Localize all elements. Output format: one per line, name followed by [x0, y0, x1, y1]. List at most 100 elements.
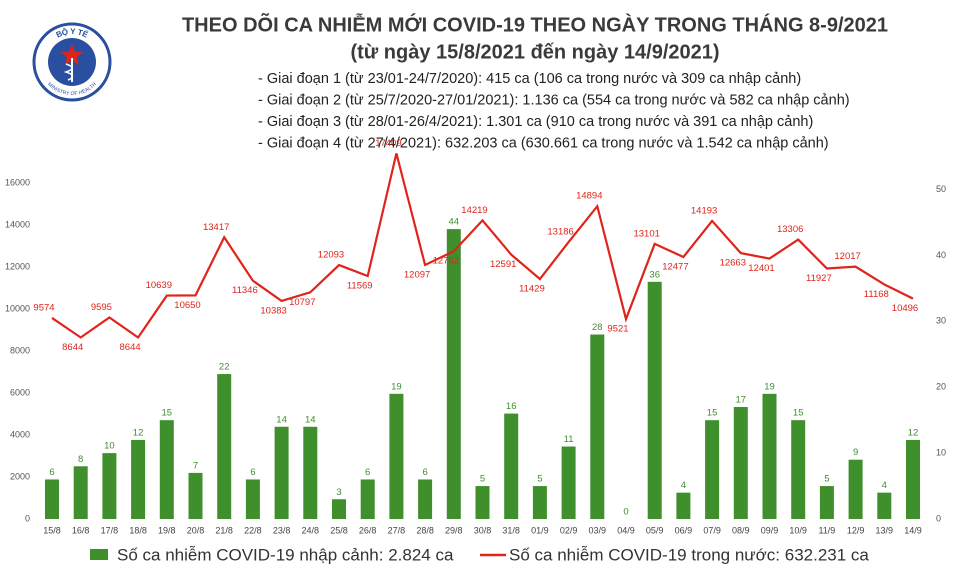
bar-label: 15	[707, 408, 718, 419]
bar-label: 9	[853, 447, 858, 458]
line-label: 9574	[33, 302, 54, 313]
line-label: 14193	[691, 205, 717, 216]
bar-label: 12	[908, 427, 919, 438]
x-tick-label: 01/9	[531, 525, 549, 535]
legend-swatch	[90, 549, 108, 560]
bar	[819, 486, 834, 519]
legend-label: Số ca nhiễm COVID-19 trong nước: 632.231…	[509, 545, 869, 564]
x-tick-label: 21/8	[215, 525, 233, 535]
line-label: 8644	[62, 342, 83, 353]
x-tick-label: 25/8	[330, 525, 348, 535]
bar	[906, 439, 920, 519]
bar	[73, 466, 88, 519]
bar	[188, 472, 203, 519]
bar-label: 14	[305, 414, 316, 425]
y2-tick-label: 10	[936, 447, 946, 457]
y-tick-label: 10000	[5, 303, 30, 313]
chart-subtitle: (từ ngày 15/8/2021 đến ngày 14/9/2021)	[350, 41, 719, 63]
x-tick-label: 07/9	[703, 525, 721, 535]
x-tick-label: 26/8	[359, 525, 377, 535]
line-label: 10650	[174, 300, 200, 311]
x-tick-label: 31/8	[502, 525, 520, 535]
line-label: 9521	[607, 324, 628, 335]
x-tick-label: 03/9	[589, 525, 607, 535]
line-label: 12591	[490, 259, 516, 270]
bar-label: 36	[649, 269, 660, 280]
x-tick-label: 02/9	[560, 525, 578, 535]
x-tick-label: 15/8	[43, 525, 61, 535]
y2-tick-label: 20	[936, 382, 946, 392]
x-tick-label: 09/9	[761, 525, 779, 535]
bar	[418, 479, 433, 519]
bar	[446, 229, 461, 519]
bar-label: 3	[336, 487, 341, 498]
bar-label: 4	[681, 480, 686, 491]
bar-label: 0	[623, 507, 628, 518]
bar-label: 28	[592, 322, 603, 333]
bar	[217, 374, 232, 519]
chart-title: THEO DÕI CA NHIỄM MỚI COVID-19 THEO NGÀY…	[182, 12, 888, 36]
bar	[647, 281, 662, 519]
bar-label: 10	[104, 441, 115, 452]
bar-label: 6	[365, 467, 370, 478]
bar-label: 8	[78, 454, 83, 465]
bar	[705, 420, 720, 519]
x-tick-label: 12/9	[847, 525, 865, 535]
bar	[676, 492, 691, 519]
bar	[504, 413, 519, 519]
x-tick-label: 30/8	[474, 525, 492, 535]
line-label: 13306	[777, 224, 803, 235]
bar-label: 4	[882, 480, 887, 491]
line-label: 12477	[662, 261, 688, 272]
bar-label: 14	[276, 414, 287, 425]
bar	[791, 420, 806, 519]
line-label: 8644	[120, 342, 141, 353]
line-label: 17409	[375, 138, 401, 149]
bar-label: 11	[564, 434, 574, 445]
logo: BỘ Y TẾ MINISTRY OF HEALTH	[32, 22, 112, 102]
y-tick-label: 14000	[5, 219, 30, 229]
x-tick-label: 17/8	[101, 525, 119, 535]
line-label: 12663	[720, 258, 746, 269]
bar-label: 7	[193, 460, 198, 471]
y-tick-label: 16000	[5, 177, 30, 187]
bar-label: 5	[480, 474, 485, 485]
x-tick-label: 27/8	[388, 525, 406, 535]
bar-label: 6	[250, 467, 255, 478]
x-tick-label: 18/8	[129, 525, 147, 535]
bar	[561, 446, 576, 519]
line-label: 13101	[633, 228, 659, 239]
bar-label: 6	[49, 467, 54, 478]
line-label: 13186	[547, 227, 573, 238]
x-tick-label: 11/9	[818, 525, 835, 535]
line-label: 12093	[318, 250, 344, 261]
x-tick-label: 10/9	[789, 525, 807, 535]
x-tick-label: 19/8	[158, 525, 176, 535]
bar	[131, 439, 146, 519]
bar	[303, 426, 318, 519]
bar-label: 19	[764, 381, 775, 392]
annotation: - Giai đoạn 4 (từ 27/4/2021): 632.203 ca…	[258, 135, 829, 151]
line	[51, 153, 914, 340]
bar	[590, 334, 605, 519]
bar-label: 12	[133, 427, 144, 438]
bar-label: 5	[537, 474, 542, 485]
line-label: 9595	[91, 302, 112, 313]
line-label: 12097	[404, 269, 430, 280]
line-label: 14219	[461, 205, 487, 216]
bar	[274, 426, 289, 519]
bar	[360, 479, 375, 519]
bar	[332, 499, 346, 519]
x-tick-label: 28/8	[416, 525, 434, 535]
x-tick-label: 24/8	[302, 525, 320, 535]
bar	[532, 486, 547, 519]
bar-label: 6	[422, 467, 427, 478]
annotation: - Giai đoạn 1 (từ 23/01-24/7/2020): 415 …	[258, 71, 801, 87]
line-label: 14894	[576, 191, 602, 202]
line-label: 12752	[433, 256, 459, 267]
line-label: 11168	[864, 289, 889, 300]
bar	[45, 479, 59, 519]
y-tick-label: 8000	[10, 345, 30, 355]
annotation: - Giai đoạn 3 (từ 28/01-26/4/2021): 1.30…	[258, 114, 813, 130]
